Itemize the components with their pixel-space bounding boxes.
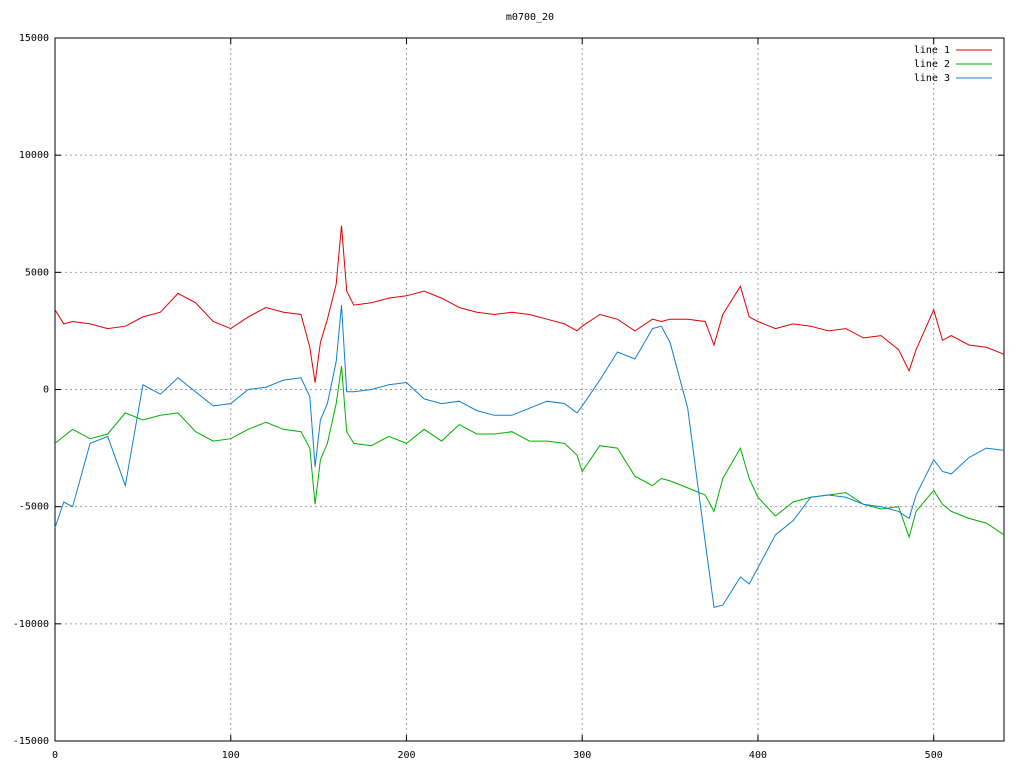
data-line <box>54 366 1005 539</box>
x-tick-label: 500 <box>925 750 943 761</box>
x-tick-label: 200 <box>397 750 415 761</box>
data-line <box>54 225 1005 383</box>
y-tick-label: -5000 <box>19 502 49 513</box>
x-tick-label: 0 <box>52 750 58 761</box>
x-tick-label: 400 <box>749 750 767 761</box>
x-tick-label: 300 <box>573 750 591 761</box>
data-line <box>54 305 1005 609</box>
legend-label: line 1 <box>914 45 950 56</box>
y-tick-label: 15000 <box>19 33 49 44</box>
y-tick-label: -15000 <box>13 736 49 747</box>
y-tick-label: -10000 <box>13 619 49 630</box>
plot-border <box>54 37 1005 742</box>
legend-label: line 2 <box>914 59 950 70</box>
chart-title: m0700_20 <box>506 12 554 23</box>
y-tick-label: 5000 <box>25 267 49 278</box>
y-tick-label: 0 <box>43 385 49 396</box>
y-tick-label: 10000 <box>19 150 49 161</box>
x-tick-label: 100 <box>222 750 240 761</box>
legend-label: line 3 <box>914 73 950 84</box>
